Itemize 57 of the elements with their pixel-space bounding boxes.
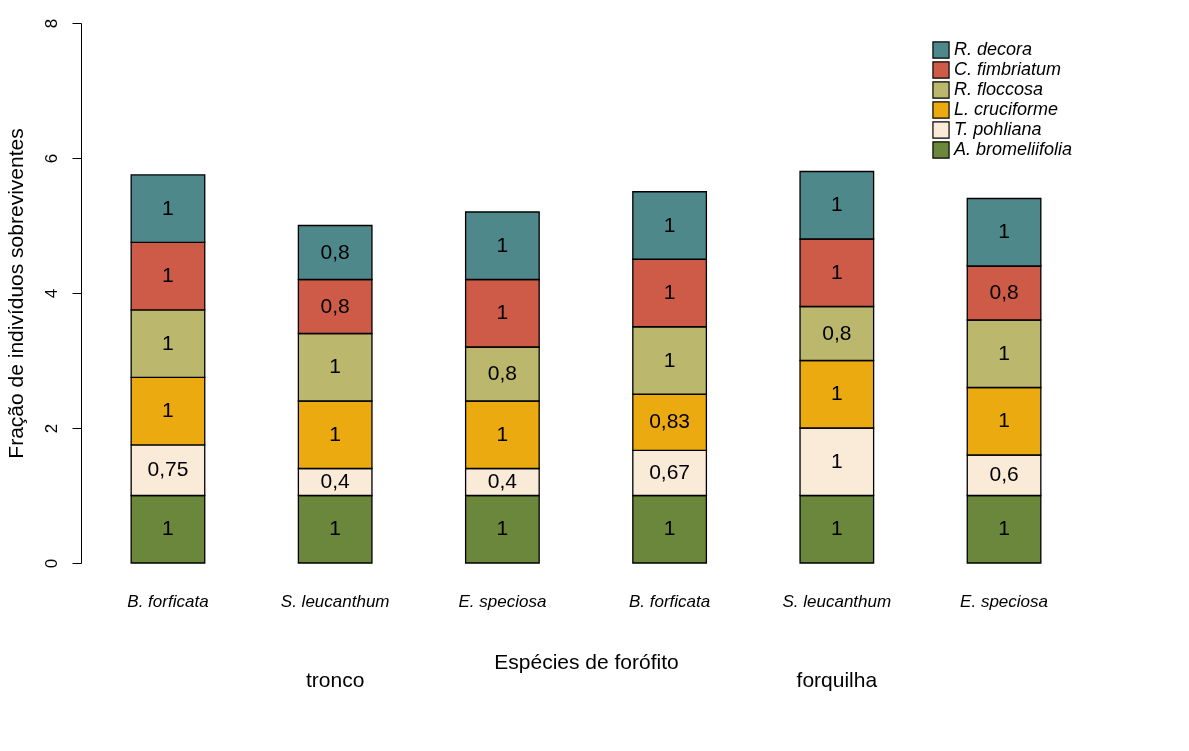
data-label: 1 <box>830 381 843 405</box>
data-label: 0,6 <box>989 462 1019 486</box>
y-axis-title: Fração de indivíduos sobreviventes <box>3 128 27 459</box>
x-tick-label: B. forficata <box>127 591 209 611</box>
data-label: 1 <box>162 195 174 219</box>
data-label: 0,8 <box>487 361 517 384</box>
data-label: 0,67 <box>649 459 691 483</box>
data-label: 1 <box>663 212 676 236</box>
data-label: 1 <box>162 516 174 540</box>
data-label: 1 <box>162 330 174 354</box>
data-label: 1 <box>830 448 843 472</box>
y-tick-label: 6 <box>41 153 61 164</box>
text: forquilha <box>796 668 878 691</box>
x-tick-label: S. leucanthum <box>280 591 390 611</box>
data-label: 1 <box>329 354 342 378</box>
data-label: 1 <box>998 408 1010 432</box>
legend-label: A. bromeliifolia <box>953 139 1073 159</box>
data-label: 1 <box>162 398 174 422</box>
data-label: 0,83 <box>649 409 691 433</box>
data-label: 0,75 <box>147 457 189 481</box>
data-label: 1 <box>663 280 676 303</box>
x-tick-label: S. leucanthum <box>782 591 892 611</box>
data-label: 0,8 <box>320 239 350 263</box>
legend-label: R. floccosa <box>954 79 1044 99</box>
y-tick-label: 2 <box>41 423 61 434</box>
data-label: 1 <box>998 340 1010 364</box>
data-label: 1 <box>830 516 843 540</box>
data-label: 1 <box>329 516 342 540</box>
data-label: 1 <box>663 516 676 540</box>
data-label: 1 <box>663 347 676 371</box>
legend-label: T. pohliana <box>954 119 1042 139</box>
data-label: 1 <box>830 259 843 283</box>
data-label: 1 <box>830 192 843 216</box>
data-label: 1 <box>496 516 509 540</box>
x-tick-label: E. speciosa <box>960 591 1048 611</box>
text: tronco <box>305 668 365 691</box>
y-tick-label: 0 <box>41 558 61 569</box>
y-tick-label: 8 <box>41 18 61 29</box>
data-label: 1 <box>998 516 1010 540</box>
x-axis-title: Espécies de forófito <box>494 649 679 673</box>
data-label: 0,8 <box>320 293 350 317</box>
data-label: 1 <box>998 219 1010 243</box>
data-label: 1 <box>162 263 174 287</box>
data-label: 0,4 <box>487 469 518 492</box>
legend-label: C. fimbriatum <box>954 59 1062 79</box>
data-label: 1 <box>496 300 509 324</box>
x-tick-label: B. forficata <box>628 591 711 611</box>
data-label: 1 <box>496 421 509 445</box>
legend-label: L. cruciforme <box>954 99 1059 119</box>
y-tick-label: 4 <box>41 288 61 299</box>
data-label: 0,4 <box>320 469 351 492</box>
data-label: 1 <box>329 421 342 445</box>
x-tick-label: E. speciosa <box>458 591 547 611</box>
legend-label: R. decora <box>954 39 1033 59</box>
data-label: 1 <box>496 232 509 256</box>
data-label: 0,8 <box>989 280 1019 303</box>
data-label: 0,8 <box>822 320 852 344</box>
